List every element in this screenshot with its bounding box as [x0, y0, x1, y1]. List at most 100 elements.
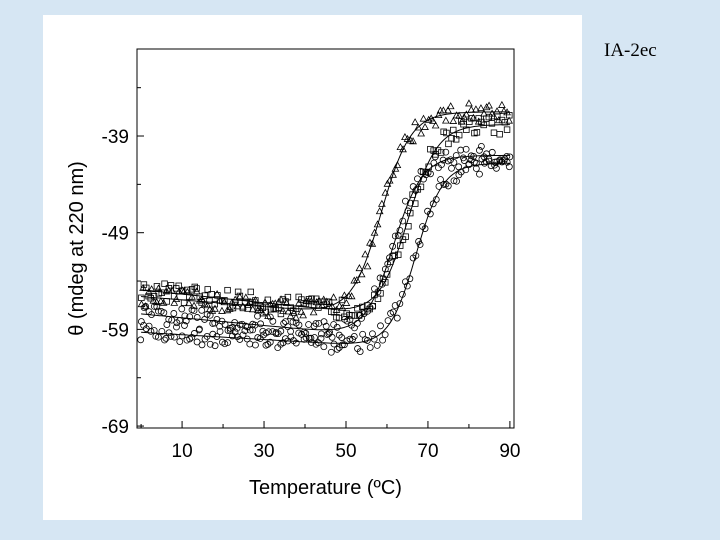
- cd-melting-chart: 10 30 50 70 90-39-49-59-69 Temperature (ºC) …: [66, 48, 520, 499]
- data-point-circles-lower: [137, 336, 145, 344]
- data-point-circles-lower: [481, 159, 488, 167]
- data-point-triangles: [170, 298, 179, 306]
- data-point-circles-lower: [165, 329, 173, 337]
- data-point-squares: [175, 282, 182, 289]
- data-point-squares: [488, 120, 496, 127]
- data-point-triangles: [361, 250, 370, 258]
- x-axis-label: Temperature (ºC): [249, 477, 402, 499]
- data-marks: [137, 99, 514, 356]
- data-point-squares: [448, 135, 455, 142]
- data-point-triangles: [141, 302, 150, 310]
- data-point-squares: [193, 285, 200, 292]
- data-point-circles-lower: [216, 328, 224, 335]
- data-point-circles-lower: [302, 334, 310, 342]
- data-point-squares: [325, 298, 333, 306]
- data-point-triangles: [329, 293, 338, 301]
- data-point-squares: [201, 292, 209, 299]
- data-point-triangles: [213, 290, 221, 298]
- data-point-circles-lower: [195, 326, 203, 334]
- data-point-triangles: [485, 101, 493, 109]
- data-point-circles-lower: [333, 345, 341, 353]
- data-point-squares: [354, 305, 361, 312]
- data-point-triangles: [235, 292, 244, 300]
- data-point-circles-lower: [178, 332, 186, 340]
- data-point-circles-upper: [137, 318, 145, 325]
- data-point-circles-lower: [155, 333, 162, 341]
- data-point-circles-lower: [181, 322, 188, 329]
- data-point-triangles: [477, 104, 485, 112]
- data-point-squares: [412, 200, 419, 207]
- data-point-squares: [455, 131, 463, 139]
- data-point-circles-upper: [322, 322, 330, 330]
- data-point-circles-upper: [386, 254, 393, 262]
- fit-curve-circles-upper: [141, 154, 510, 331]
- data-point-squares: [284, 293, 292, 301]
- data-point-circles-lower: [356, 348, 364, 355]
- data-point-squares: [277, 310, 285, 318]
- data-point-squares: [463, 126, 470, 133]
- data-point-circles-upper: [190, 307, 198, 315]
- data-point-circles-upper: [233, 324, 241, 332]
- x-tick-label: 30: [253, 441, 274, 462]
- x-tick-label: 10: [172, 441, 193, 462]
- data-point-circles-upper: [170, 310, 178, 317]
- data-point-circles-upper: [312, 320, 320, 327]
- data-point-triangles: [178, 286, 187, 294]
- data-point-squares: [443, 129, 450, 137]
- data-point-circles-lower: [176, 338, 184, 345]
- data-point-triangles: [352, 275, 361, 284]
- y-tick-label: -49: [102, 224, 129, 245]
- data-point-squares: [496, 131, 503, 138]
- data-point-circles-upper: [477, 142, 485, 150]
- data-point-triangles: [439, 106, 448, 114]
- data-point-squares: [140, 281, 148, 288]
- data-point-circles-lower: [279, 339, 287, 347]
- data-point-squares: [264, 296, 272, 304]
- data-point-squares: [409, 191, 416, 198]
- data-point-circles-lower: [167, 332, 175, 340]
- data-point-squares: [338, 296, 346, 304]
- data-point-circles-upper: [462, 145, 470, 153]
- data-point-circles-upper: [320, 318, 328, 326]
- data-point-circles-upper: [150, 302, 158, 310]
- data-point-circles-lower: [305, 335, 313, 342]
- data-point-triangles: [290, 308, 298, 316]
- data-point-circles-lower: [437, 176, 444, 183]
- data-point-circles-lower: [476, 170, 483, 178]
- data-point-squares: [186, 293, 193, 300]
- data-point-circles-lower: [325, 330, 333, 338]
- data-point-circles-lower: [209, 330, 217, 338]
- data-point-triangles: [431, 121, 440, 129]
- data-point-circles-lower: [444, 182, 452, 190]
- data-point-triangles: [248, 305, 257, 313]
- data-point-squares: [437, 149, 445, 156]
- data-point-circles-lower: [440, 181, 448, 188]
- data-point-circles-lower: [252, 341, 259, 349]
- data-point-circles-upper: [431, 153, 439, 161]
- data-point-circles-upper: [396, 226, 404, 234]
- data-point-circles-lower: [211, 342, 219, 350]
- data-point-circles-upper: [265, 328, 272, 336]
- data-point-triangles: [286, 312, 295, 320]
- data-point-squares: [282, 298, 289, 305]
- data-point-squares: [490, 129, 498, 136]
- data-point-circles-lower: [377, 322, 384, 330]
- data-point-circles-lower: [391, 302, 399, 309]
- data-point-circles-lower: [381, 331, 389, 339]
- data-point-triangles: [469, 113, 478, 121]
- data-point-triangles: [241, 293, 250, 301]
- data-point-squares: [473, 129, 481, 136]
- data-point-triangles: [190, 301, 198, 309]
- data-point-circles-upper: [287, 327, 295, 335]
- data-point-triangles: [417, 129, 426, 137]
- data-point-triangles: [482, 103, 491, 111]
- data-point-triangles: [159, 298, 168, 306]
- data-point-circles-upper: [153, 303, 161, 311]
- data-point-circles-upper: [452, 152, 460, 159]
- data-point-circles-lower: [373, 341, 381, 349]
- data-point-circles-upper: [364, 307, 372, 315]
- data-point-circles-lower: [266, 338, 274, 346]
- data-point-triangles: [467, 105, 476, 113]
- data-point-triangles: [498, 100, 506, 108]
- data-point-circles-lower: [393, 314, 401, 322]
